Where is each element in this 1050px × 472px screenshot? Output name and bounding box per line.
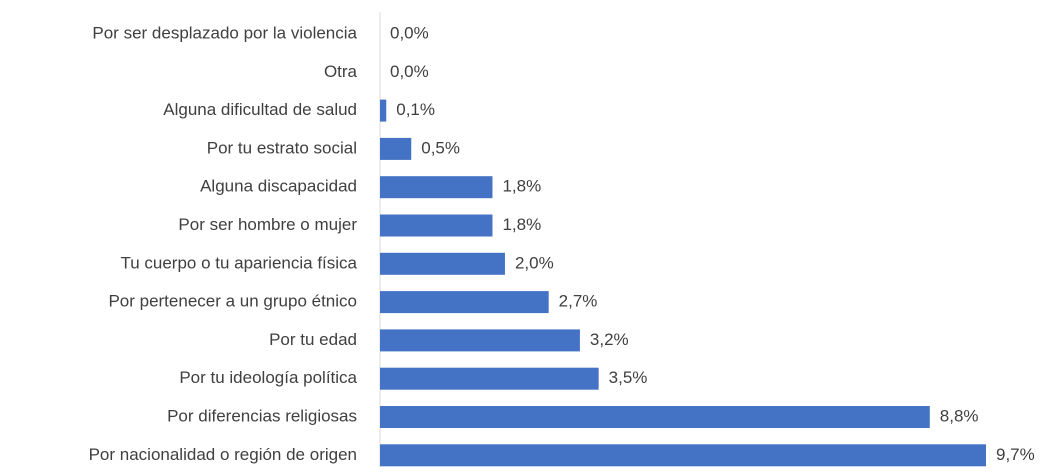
category-label: Tu cuerpo o tu apariencia física (120, 253, 357, 272)
value-label: 3,2% (590, 330, 629, 349)
value-label: 2,7% (559, 292, 598, 311)
bar (380, 329, 580, 352)
value-label: 1,8% (502, 215, 541, 234)
category-label: Por ser hombre o mujer (178, 215, 357, 234)
category-label: Por diferencias religiosas (167, 406, 357, 425)
bar (380, 406, 930, 428)
bar (380, 367, 599, 390)
value-label: 0,0% (390, 23, 429, 42)
bar (380, 444, 986, 467)
bar (380, 137, 412, 160)
value-label: 0,5% (421, 138, 460, 157)
value-label: 8,8% (940, 406, 979, 425)
bar (380, 291, 549, 314)
value-label: 2,0% (515, 253, 554, 272)
category-label: Otra (324, 62, 358, 81)
category-label: Por ser desplazado por la violencia (92, 23, 357, 42)
category-label: Alguna dificultad de salud (163, 100, 357, 119)
bar (380, 252, 505, 275)
category-label: Por nacionalidad o región de origen (89, 445, 357, 464)
value-label: 9,7% (996, 445, 1035, 464)
bar (380, 176, 493, 199)
category-label: Por tu estrato social (207, 138, 357, 157)
value-label: 3,5% (609, 368, 648, 387)
category-label: Alguna discapacidad (200, 177, 357, 196)
value-label: 0,0% (390, 62, 429, 81)
category-label: Por tu edad (269, 330, 357, 349)
value-label: 1,8% (502, 177, 541, 196)
bar (380, 99, 387, 122)
value-label: 0,1% (396, 100, 435, 119)
bar (380, 214, 493, 237)
category-label: Por tu ideología política (179, 368, 357, 387)
category-label: Por pertenecer a un grupo étnico (108, 292, 357, 311)
